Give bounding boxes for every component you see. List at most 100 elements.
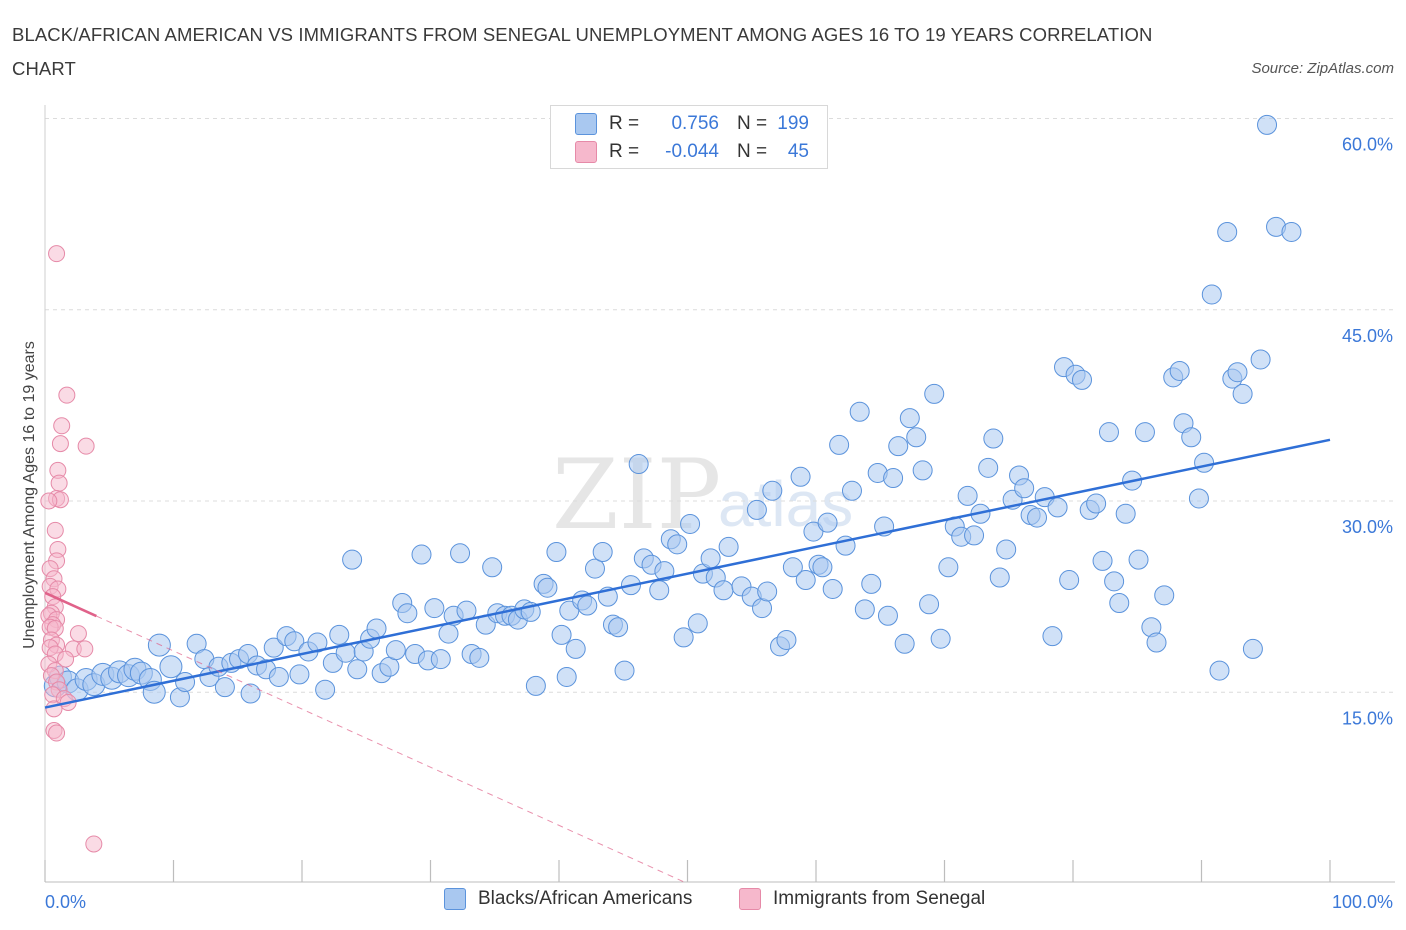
data-point-blacks	[556, 666, 577, 687]
legend-n-label: N =	[737, 113, 768, 134]
data-point-blacks	[996, 539, 1017, 560]
data-point-blacks	[782, 557, 803, 578]
data-point-blacks	[713, 580, 734, 601]
data-point-blacks	[654, 561, 675, 582]
data-point-blacks	[680, 513, 701, 534]
x-tick-label-0: 0.0%	[45, 892, 86, 912]
legend-swatch-blue	[575, 113, 597, 135]
data-point-blacks	[1227, 362, 1248, 383]
legend-label-senegal: Immigrants from Senegal	[773, 888, 986, 909]
data-point-blacks	[1104, 571, 1125, 592]
data-point-blacks	[1128, 549, 1149, 570]
data-point-blacks	[812, 557, 833, 578]
data-point-blacks	[608, 617, 629, 638]
y-tick-label: 30.0%	[1342, 517, 1393, 537]
data-point-blacks	[1134, 422, 1155, 443]
data-point-blacks	[757, 581, 778, 602]
data-point-blacks	[1242, 638, 1263, 659]
data-point-blacks	[817, 512, 838, 533]
data-point-blacks	[924, 383, 945, 404]
data-point-senegal	[58, 386, 76, 404]
legend-r-label: R =	[609, 113, 640, 134]
legend-swatch-pink	[575, 141, 597, 163]
data-point-senegal	[46, 521, 64, 539]
legend-r-label: R =	[609, 141, 640, 162]
data-point-blacks	[667, 534, 688, 555]
data-point-blacks	[989, 567, 1010, 588]
data-point-blacks	[746, 499, 767, 520]
data-point-blacks	[752, 598, 773, 619]
data-point-blacks	[159, 655, 183, 679]
data-point-senegal	[50, 474, 68, 492]
data-point-blacks	[938, 557, 959, 578]
data-point-senegal	[76, 640, 94, 658]
data-point-blacks	[1188, 488, 1209, 509]
data-point-blacks	[1201, 284, 1222, 305]
data-point-blacks	[1109, 593, 1130, 613]
trend-line-senegal-dashed	[96, 615, 688, 884]
data-point-blacks	[1086, 493, 1107, 514]
data-point-senegal	[40, 492, 58, 510]
series-legend: Blacks/African Americans Immigrants from…	[0, 888, 1406, 916]
data-point-blacks	[1154, 585, 1175, 606]
data-point-blacks	[649, 580, 670, 601]
data-point-senegal	[57, 650, 75, 668]
data-point-blacks	[1042, 626, 1063, 647]
data-point-blacks	[888, 436, 909, 457]
data-point-blacks	[894, 633, 915, 654]
data-point-blacks	[700, 548, 721, 569]
data-point-blacks	[883, 468, 904, 489]
data-point-blacks	[214, 677, 235, 698]
data-point-blacks	[854, 599, 875, 620]
data-point-blacks	[342, 549, 363, 570]
data-point-blacks	[546, 542, 567, 562]
data-point-blacks	[1071, 369, 1092, 390]
data-point-blacks	[964, 525, 985, 546]
legend-n-label: N =	[737, 141, 768, 162]
grid-lines	[45, 118, 1395, 693]
legend-r-value: -0.044	[665, 141, 719, 162]
data-point-blacks	[584, 558, 605, 579]
data-point-blacks	[906, 427, 927, 448]
x-tick-label-100: 100.0%	[1332, 892, 1393, 912]
data-point-senegal	[53, 417, 71, 435]
tick-labels: 0.0% 100.0% 15.0% 30.0% 45.0% 60.0%	[45, 135, 1393, 913]
stats-legend: R = 0.756 N = 199 R = -0.044 N = 45	[550, 105, 828, 169]
data-point-blacks	[762, 480, 783, 501]
data-point-blacks	[1194, 452, 1215, 473]
data-point-blacks	[614, 660, 635, 681]
data-point-blacks	[1014, 478, 1035, 499]
data-point-blacks	[930, 628, 951, 649]
legend-n-value: 45	[787, 141, 809, 162]
data-point-blacks	[565, 638, 586, 659]
legend-item-senegal[interactable]: Immigrants from Senegal	[739, 888, 985, 910]
data-point-blacks	[240, 683, 261, 704]
data-point-blacks	[1209, 660, 1230, 681]
data-point-blacks	[592, 542, 613, 562]
data-point-senegal	[85, 835, 103, 853]
data-point-blacks	[978, 457, 999, 478]
data-point-blacks	[790, 466, 811, 487]
data-point-blacks	[1250, 349, 1271, 370]
data-point-blacks	[284, 631, 305, 652]
data-point-blacks	[1098, 422, 1119, 443]
y-tick-label: 60.0%	[1342, 135, 1393, 155]
data-point-blacks	[551, 624, 572, 645]
data-point-blacks	[424, 598, 445, 619]
data-point-blacks	[822, 578, 843, 599]
data-point-blacks	[803, 521, 824, 542]
series-senegal-points	[40, 245, 103, 853]
legend-item-blacks[interactable]: Blacks/African Americans	[444, 888, 692, 910]
data-point-blacks	[397, 603, 418, 624]
data-point-senegal	[48, 724, 66, 742]
legend-n-value: 199	[777, 113, 809, 134]
data-point-blacks	[1232, 383, 1253, 404]
legend-row-blacks: R = 0.756 N = 199	[575, 111, 809, 137]
data-point-blacks	[1257, 114, 1278, 135]
data-point-blacks	[289, 664, 310, 685]
data-point-blacks	[829, 434, 850, 455]
data-point-blacks	[1217, 221, 1238, 242]
data-point-blacks	[450, 543, 471, 564]
data-point-blacks	[1169, 360, 1190, 381]
data-point-blacks	[841, 480, 862, 501]
